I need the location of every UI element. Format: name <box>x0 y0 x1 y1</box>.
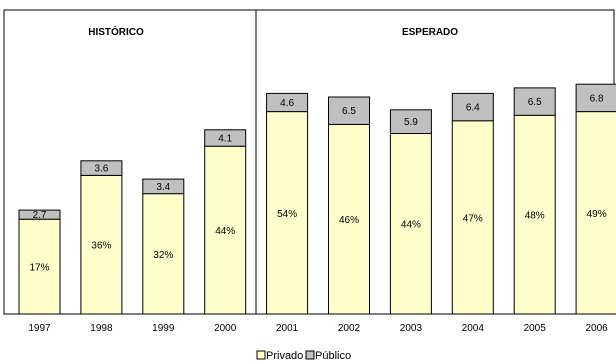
bar-publico-2000 <box>204 129 247 147</box>
data-label-publico-1999: 3.4 <box>156 182 170 193</box>
bar-publico-2004 <box>451 92 494 122</box>
bar-privado-2006 <box>575 111 616 315</box>
bar-publico-1997 <box>18 209 61 220</box>
legend-swatch-publico <box>305 350 315 360</box>
section-title-historico: HISTÓRICO <box>88 25 144 38</box>
x-axis-ticks: 1997 1998 1999 2000 2001 2002 2003 2004 2005 2006 <box>28 323 608 334</box>
data-label-publico-2003: 5.9 <box>404 117 418 128</box>
data-label-privado-2001: 54% <box>277 209 297 220</box>
data-label-privado-2000: 44% <box>215 226 235 237</box>
x-tick-1997: 1997 <box>28 323 51 334</box>
section-title-esperado: ESPERADO <box>402 27 458 38</box>
x-tick-2003: 2003 <box>400 323 423 334</box>
bar-publico-2001 <box>266 92 309 113</box>
bar-privado-2003 <box>389 133 432 315</box>
data-label-publico-2004: 6.4 <box>466 103 480 114</box>
bar-privado-1998 <box>80 174 123 315</box>
bar-privado-2004 <box>451 120 494 315</box>
data-label-publico-2006: 6.8 <box>590 93 604 104</box>
data-label-privado-2006: 49% <box>587 209 607 220</box>
data-label-privado-1999: 32% <box>153 250 173 261</box>
data-label-publico-2002: 6.5 <box>342 106 356 117</box>
data-label-privado-2003: 44% <box>401 220 421 231</box>
x-tick-1998: 1998 <box>90 323 113 334</box>
data-label-privado-2002: 46% <box>339 215 359 226</box>
data-label-publico-1997: 2.7 <box>33 210 47 221</box>
x-tick-2002: 2002 <box>338 323 361 334</box>
legend: Privado Público <box>256 350 351 362</box>
x-tick-2006: 2006 <box>585 323 608 334</box>
bar-publico-2006 <box>575 83 616 113</box>
data-label-privado-2004: 47% <box>463 213 483 224</box>
bar-publico-1998 <box>80 160 123 176</box>
data-label-publico-1998: 3.6 <box>94 164 108 175</box>
x-tick-2005: 2005 <box>524 323 547 334</box>
bars-group: 17% 2.7 36% 3.6 32% 3.4 44% 4.1 54% 4.6 46% 6.5 44% 5… <box>18 83 616 315</box>
x-tick-1999: 1999 <box>152 323 175 334</box>
bar-publico-2002 <box>328 96 370 125</box>
legend-swatch-privado <box>256 350 266 360</box>
data-label-publico-2005: 6.5 <box>528 97 542 108</box>
bar-privado-1999 <box>142 193 185 315</box>
data-label-privado-1998: 36% <box>91 241 111 252</box>
bar-publico-2005 <box>513 87 556 116</box>
x-tick-2000: 2000 <box>214 323 237 334</box>
bar-privado-2000 <box>204 145 247 315</box>
legend-label-publico: Público <box>315 350 351 362</box>
bar-publico-2003 <box>389 109 432 135</box>
bar-privado-2005 <box>513 114 556 315</box>
x-tick-2001: 2001 <box>276 323 299 334</box>
data-label-privado-2005: 48% <box>525 211 545 222</box>
x-tick-2004: 2004 <box>462 323 485 334</box>
data-label-publico-2001: 4.6 <box>280 98 294 109</box>
bar-privado-2002 <box>328 123 370 315</box>
data-label-publico-2000: 4.1 <box>218 134 232 145</box>
data-label-privado-1997: 17% <box>29 263 49 274</box>
legend-label-privado: Privado <box>266 350 303 362</box>
bar-publico-1999 <box>142 178 185 195</box>
